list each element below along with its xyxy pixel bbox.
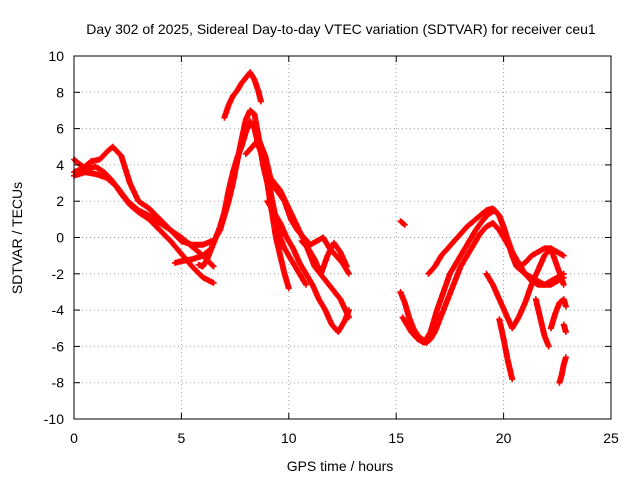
series-track-q [532, 296, 552, 350]
data-point [401, 221, 408, 228]
x-tick-label: 25 [603, 430, 619, 446]
y-axis-label: SDTVAR / TECUs [9, 182, 25, 294]
data-point [285, 285, 292, 292]
y-tick-label: 0 [56, 230, 64, 246]
y-tick-label: -6 [52, 338, 65, 354]
data-marks [71, 69, 569, 386]
data-point [345, 314, 352, 321]
y-tick-label: -8 [52, 375, 65, 391]
data-point [562, 328, 569, 335]
data-point [562, 303, 569, 310]
chart-title: Day 302 of 2025, Sidereal Day-to-day VTE… [86, 21, 596, 37]
series-track-l [397, 220, 567, 346]
y-tick-label: 4 [56, 157, 64, 173]
series-track-k [397, 218, 408, 228]
x-tick-label: 10 [281, 430, 297, 446]
data-point [562, 354, 569, 361]
y-tick-label: -2 [52, 266, 65, 282]
series-track-h [264, 198, 352, 335]
series-track-e [221, 69, 264, 121]
y-tick-label: 6 [56, 121, 64, 137]
data-point [303, 281, 309, 288]
series-track-s [556, 354, 569, 386]
data-point [210, 279, 217, 286]
series-track-o [483, 245, 567, 332]
axis-ticks: 0 5 10 15 20 25 -10 -8 -6 -4 -2 0 2 4 6 8 10 [44, 48, 619, 446]
data-point [209, 262, 216, 269]
series-track-p [496, 316, 516, 383]
data-point [210, 263, 217, 270]
series-track-r [547, 296, 569, 332]
series-track-n [425, 205, 567, 277]
data-point [343, 263, 350, 270]
y-tick-label: 8 [56, 84, 64, 100]
x-tick-label: 15 [388, 430, 404, 446]
x-tick-label: 5 [178, 430, 186, 446]
y-tick-label: -4 [52, 302, 65, 318]
x-axis-label: GPS time / hours [287, 458, 394, 474]
x-tick-label: 20 [496, 430, 512, 446]
data-point [400, 220, 407, 227]
series-track-b [71, 143, 215, 248]
series-track-j [298, 238, 350, 277]
data-point [345, 270, 352, 277]
y-tick-label: 2 [56, 193, 64, 209]
series-track-c [71, 169, 217, 270]
series-track-t [560, 321, 569, 335]
data-point [560, 281, 567, 288]
y-tick-label: 10 [48, 48, 64, 64]
grid-layer [74, 56, 611, 419]
data-point [545, 343, 552, 350]
data-point [257, 98, 264, 105]
data-point [509, 376, 516, 383]
y-tick-label: -10 [44, 411, 64, 427]
data-point [560, 252, 567, 259]
x-tick-label: 0 [70, 430, 78, 446]
